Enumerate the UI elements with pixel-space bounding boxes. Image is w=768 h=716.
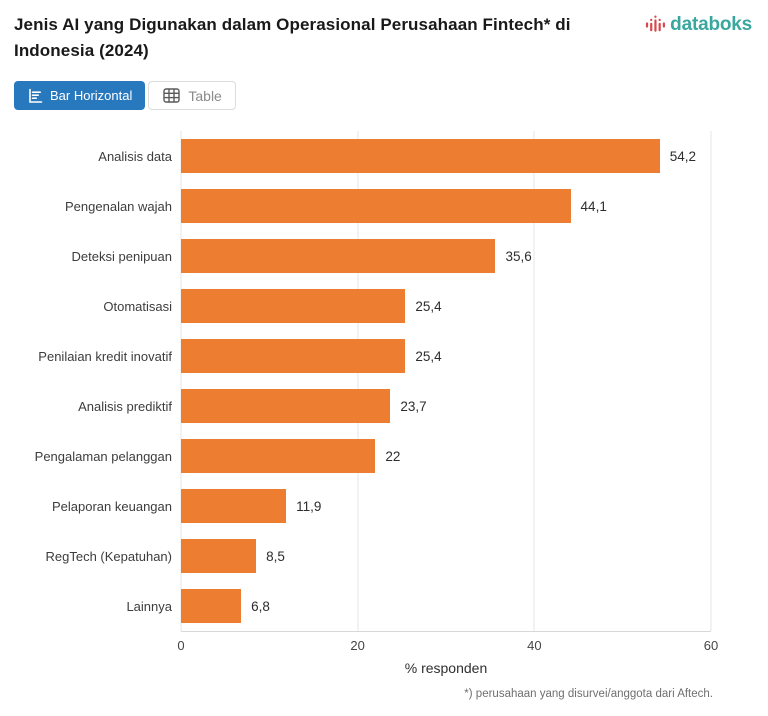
- bar[interactable]: [181, 289, 406, 323]
- bar-row: Analisis prediktif 23,7: [78, 381, 711, 431]
- gridline: [180, 131, 182, 631]
- category-label: RegTech (Kepatuhan): [45, 548, 172, 564]
- bar-row: Pengenalan wajah 44,1: [65, 181, 711, 231]
- bar-row: Otomatisasi 25,4: [103, 281, 711, 331]
- bar[interactable]: [181, 239, 496, 273]
- bar[interactable]: [181, 139, 660, 173]
- bar-row: Penilaian kredit inovatif 25,4: [38, 331, 711, 381]
- value-label: 6,8: [251, 598, 270, 614]
- value-label: 11,9: [296, 498, 322, 514]
- category-label: Otomatisasi: [103, 298, 172, 314]
- value-label: 25,4: [415, 348, 442, 364]
- x-tick-label: 0: [177, 638, 185, 653]
- databoks-logo-text: databoks: [670, 14, 752, 35]
- gridlines: [180, 131, 712, 631]
- bar-chart: Analisis data 54,2 Pengenalan wajah 44,1…: [14, 131, 756, 676]
- bar[interactable]: [181, 589, 242, 623]
- category-label: Analisis data: [98, 148, 172, 164]
- bar-row: Pengalaman pelanggan 22: [35, 431, 711, 481]
- bar[interactable]: [181, 539, 257, 573]
- plot-area: Analisis data 54,2 Pengenalan wajah 44,1…: [35, 131, 712, 632]
- value-label: 54,2: [669, 148, 697, 164]
- bar-row: RegTech (Kepatuhan) 8,5: [46, 531, 711, 581]
- bar-horizontal-icon: [29, 88, 43, 103]
- category-label: Pengenalan wajah: [65, 198, 172, 214]
- category-label: Deteksi penipuan: [71, 248, 172, 264]
- tab-table-label: Table: [188, 87, 222, 104]
- value-label: 23,7: [400, 398, 427, 414]
- tab-bar-horizontal-label: Bar Horizontal: [50, 88, 133, 103]
- table-icon: [163, 88, 181, 103]
- category-label: Lainnya: [126, 598, 172, 614]
- category-label: Pelaporan keuangan: [52, 498, 172, 514]
- gridline: [710, 131, 712, 631]
- bar-row: Analisis data 54,2: [98, 131, 711, 181]
- tab-bar-horizontal[interactable]: Bar Horizontal: [14, 81, 146, 110]
- x-tick-label: 40: [527, 638, 542, 653]
- category-label: Penilaian kredit inovatif: [38, 348, 172, 364]
- bar-row: Deteksi penipuan 35,6: [72, 231, 711, 281]
- bar-row: Lainnya 6,8: [126, 581, 711, 631]
- databoks-logo-icon: [646, 15, 666, 32]
- x-tick-label: 20: [350, 638, 365, 653]
- value-label: 25,4: [415, 298, 442, 314]
- gridline: [533, 131, 535, 631]
- value-label: 35,6: [505, 248, 532, 264]
- databoks-logo[interactable]: databoks: [645, 13, 752, 37]
- value-label: 8,5: [266, 548, 285, 564]
- footnote: *) perusahaan yang disurvei/anggota dari…: [464, 688, 713, 700]
- bar[interactable]: [181, 439, 376, 473]
- page-title: Jenis AI yang Digunakan dalam Operasiona…: [14, 15, 571, 60]
- gridline: [357, 131, 359, 631]
- value-label: 44,1: [580, 198, 607, 214]
- bar-row: Pelaporan keuangan 11,9: [52, 481, 711, 531]
- x-axis-title: % responden: [404, 660, 488, 676]
- value-label: 22: [385, 448, 401, 464]
- bar[interactable]: [181, 489, 287, 523]
- bar[interactable]: [181, 339, 406, 373]
- header: Jenis AI yang Digunakan dalam Operasiona…: [14, 12, 756, 64]
- x-axis: 0 20 40 60: [177, 632, 718, 653]
- tab-table[interactable]: Table: [148, 81, 236, 110]
- bar[interactable]: [181, 189, 571, 223]
- category-label: Analisis prediktif: [78, 398, 172, 414]
- bar[interactable]: [181, 389, 391, 423]
- category-label: Pengalaman pelanggan: [34, 448, 172, 464]
- x-tick-label: 60: [703, 638, 719, 653]
- chart-view-tabs: Bar Horizontal Table: [14, 81, 756, 110]
- bar-rows: Analisis data 54,2 Pengenalan wajah 44,1…: [35, 131, 711, 631]
